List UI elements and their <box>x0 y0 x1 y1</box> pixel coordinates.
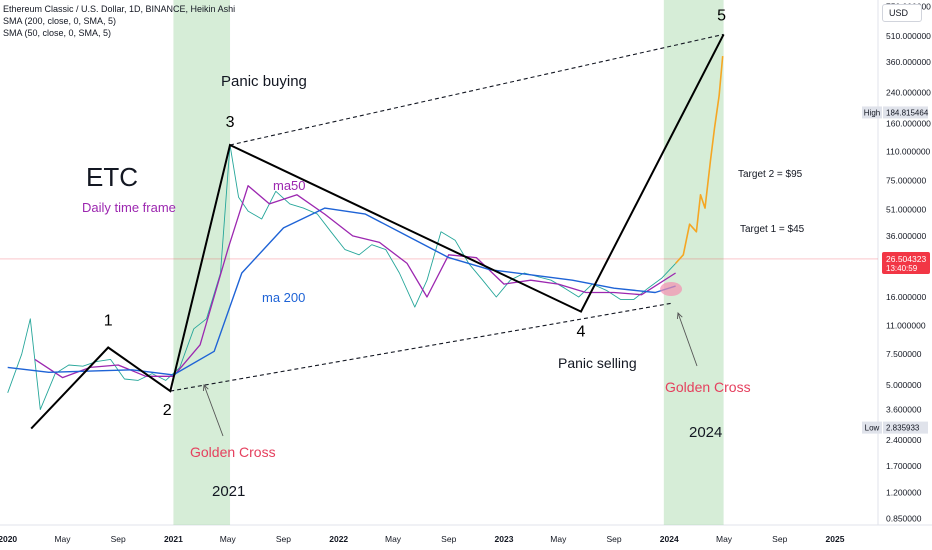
x-tick-label: May <box>385 534 402 544</box>
high-badge-value-box <box>883 106 928 119</box>
y-tick-label: 51.000000 <box>886 205 926 215</box>
x-tick-label: May <box>54 534 71 544</box>
y-tick-label: 1.200000 <box>886 487 922 497</box>
y-tick-label: 2.400000 <box>886 435 922 445</box>
x-tick-label: 2024 <box>660 534 679 544</box>
chart-title: Ethereum Classic / U.S. Dollar, 1D, BINA… <box>3 4 236 14</box>
x-tick-label: 2020 <box>0 534 17 544</box>
x-tick-label: Sep <box>606 534 621 544</box>
annotation-golden-cross-2021: Golden Cross <box>190 444 276 460</box>
x-tick-label: May <box>220 534 237 544</box>
low-badge-value-box <box>883 421 928 434</box>
y-tick-label: 75.000000 <box>886 175 926 185</box>
golden-cross-2024-arrow-shaft <box>677 312 698 367</box>
wave-label-4: 4 <box>577 324 586 341</box>
annotation-panic-selling: Panic selling <box>558 355 637 371</box>
x-tick-label: Sep <box>276 534 291 544</box>
golden-cross-2024-arrow-head <box>676 312 683 320</box>
high-badge-label: High <box>864 108 880 117</box>
y-tick-label: 5.000000 <box>886 380 922 390</box>
high-badge-value: 184.815464 <box>886 108 929 117</box>
annotation-target-2: Target 2 = $95 <box>738 169 803 180</box>
x-tick-label: Sep <box>772 534 787 544</box>
last-price-value: 26.504323 <box>886 254 926 264</box>
annotation-target-1: Target 1 = $45 <box>740 224 805 235</box>
x-tick-label: May <box>716 534 733 544</box>
x-tick-label: Sep <box>441 534 456 544</box>
elliott-wave-path <box>30 33 725 430</box>
annotation-panic-buying: Panic buying <box>221 73 307 90</box>
y-tick-label: 360.000000 <box>886 57 931 67</box>
x-tick-label: 2022 <box>329 534 348 544</box>
high-badge-label-box <box>862 106 882 119</box>
indicator-sma-50: SMA (50, close, 0, SMA, 5) <box>3 28 112 38</box>
annotation-ma200: ma 200 <box>262 290 305 305</box>
annotation-golden-cross-2024: Golden Cross <box>665 379 751 395</box>
x-tick-label: May <box>550 534 567 544</box>
currency-button[interactable]: USD <box>882 4 922 22</box>
annotation-etc: ETC <box>86 162 138 192</box>
wave-label-2: 2 <box>163 402 172 419</box>
ma50-series-line <box>34 185 676 379</box>
channel-trendline-1 <box>170 302 674 392</box>
y-tick-label: 240.000000 <box>886 88 931 98</box>
low-badge-label: Low <box>865 424 880 433</box>
golden-cross-2021-arrow-shaft <box>203 384 224 437</box>
indicator-sma-200: SMA (200, close, 0, SMA, 5) <box>3 16 117 26</box>
channel-trendline-2 <box>229 33 724 146</box>
wave-label-1: 1 <box>104 312 113 329</box>
last-price-badge <box>882 251 930 274</box>
y-tick-label: 16.000000 <box>886 292 926 302</box>
projection-series-line <box>675 56 724 264</box>
low-badge-label-box <box>862 421 882 434</box>
wave-label-5: 5 <box>717 7 726 24</box>
x-tick-label: 2021 <box>164 534 183 544</box>
golden-cross-2021-arrow-head <box>202 384 209 392</box>
y-tick-label: 510.000000 <box>886 31 931 41</box>
y-tick-label: 0.850000 <box>886 514 922 524</box>
price-axis[interactable] <box>878 0 932 550</box>
y-tick-label: 11.000000 <box>886 320 926 330</box>
y-tick-label: 3.600000 <box>886 405 922 415</box>
chart-legend: Ethereum Classic / U.S. Dollar, 1D, BINA… <box>3 3 235 39</box>
low-badge-value: 2.835933 <box>886 424 920 433</box>
annotation-daily-time-frame: Daily time frame <box>82 200 176 215</box>
y-tick-label: 1.700000 <box>886 461 922 471</box>
x-tick-label: 2025 <box>826 534 845 544</box>
annotation-year-2024: 2024 <box>689 424 722 441</box>
price-series-line <box>7 144 676 411</box>
annotation-year-2021: 2021 <box>212 483 245 500</box>
x-tick-label: 2023 <box>495 534 514 544</box>
last-price-countdown: 13:40:59 <box>886 264 918 273</box>
y-tick-label: 110.000000 <box>886 147 931 157</box>
golden-cross-marker <box>660 282 683 297</box>
annotation-ma50: ma50 <box>273 178 306 193</box>
y-tick-label: 7.500000 <box>886 349 922 359</box>
y-tick-label: 36.000000 <box>886 231 926 241</box>
ma200-series-line <box>7 207 676 376</box>
highlight-region-2 <box>663 0 724 525</box>
y-tick-label: 160.000000 <box>886 118 931 128</box>
x-tick-label: Sep <box>111 534 126 544</box>
wave-label-3: 3 <box>226 114 235 131</box>
